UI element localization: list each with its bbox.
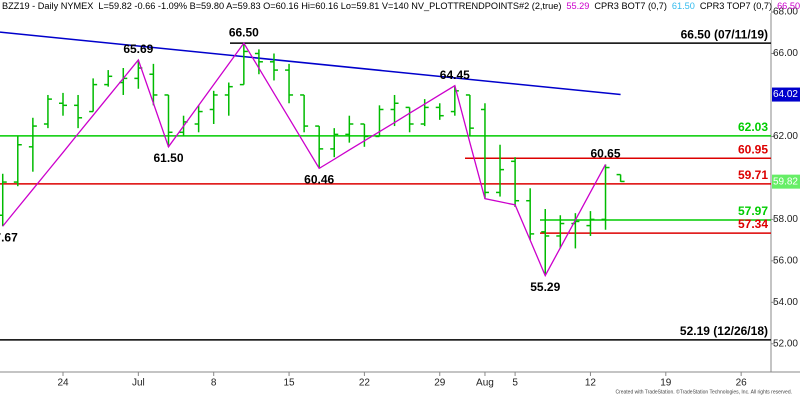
x-tick-label: 5 <box>512 378 518 389</box>
trendline-value-label: 64.02 <box>773 89 798 100</box>
footer: Created with TradeStation. ©TradeStation… <box>615 388 792 395</box>
x-tick-label: 19 <box>660 378 672 389</box>
x-tick-label: 29 <box>434 378 446 389</box>
trend-point-label: 57.67 <box>0 230 18 244</box>
trend-zigzag <box>2 41 607 278</box>
header-item: CPR3 TOP7 (0,7) <box>700 1 772 11</box>
x-tick-label: 26 <box>736 378 748 389</box>
header-bg <box>0 0 771 13</box>
y-tick-label: 68.00 <box>773 7 798 18</box>
header-item: CPR3 BOT7 (0,7) <box>594 1 667 11</box>
x-tick-label: 22 <box>359 378 371 389</box>
header-item: BZZ19 - Daily NYMEX <box>2 1 93 11</box>
level-label: 60.95 <box>738 142 768 156</box>
trend-point-label: 60.65 <box>591 147 621 161</box>
x-tick-label: 12 <box>585 378 597 389</box>
y-tick-label: 66.00 <box>773 48 798 59</box>
y-tick-label: 62.00 <box>773 131 798 142</box>
y-tick-label: 54.00 <box>773 297 798 308</box>
level-label: 57.97 <box>738 204 768 218</box>
last-price-box <box>772 174 800 189</box>
trendline-value-box <box>772 87 800 102</box>
trend-point-label: 65.69 <box>123 42 153 56</box>
level-label: 62.03 <box>738 120 768 134</box>
level-label: 66.50 (07/11/19) <box>681 27 768 41</box>
x-tick-label: Jul <box>132 378 145 389</box>
y-tick-label: 52.00 <box>773 338 798 349</box>
header-item: 66.50 <box>777 1 800 11</box>
header-item: 61.50 <box>672 1 695 11</box>
trend-point-label: 61.50 <box>153 151 183 165</box>
level-label: 52.19 (12/26/18) <box>680 324 768 338</box>
header-item: L=59.82 -0.66 -1.09% B=59.80 A=59.83 O=6… <box>98 1 561 11</box>
x-tick-label: Aug <box>476 378 494 389</box>
level-label: 59.71 <box>738 168 768 182</box>
x-tick-label: 15 <box>283 378 295 389</box>
trend-point-label: 55.29 <box>530 280 560 294</box>
trend-point-label: 66.50 <box>229 25 259 39</box>
trend-point-label: 60.46 <box>304 173 334 187</box>
trendline <box>0 31 621 96</box>
x-tick-label: 24 <box>57 378 69 389</box>
trend-point-label: 64.45 <box>440 68 470 82</box>
level-label: 57.34 <box>738 217 768 231</box>
header-item: 55.29 <box>566 1 589 11</box>
x-tick-label: 8 <box>211 378 217 389</box>
last-price-label: 59.82 <box>773 176 798 187</box>
header: BZZ19 - Daily NYMEX L=59.82 -0.66 -1.09% … <box>2 1 800 11</box>
y-tick-label: 58.00 <box>773 214 798 225</box>
y-tick-label: 56.00 <box>773 255 798 266</box>
